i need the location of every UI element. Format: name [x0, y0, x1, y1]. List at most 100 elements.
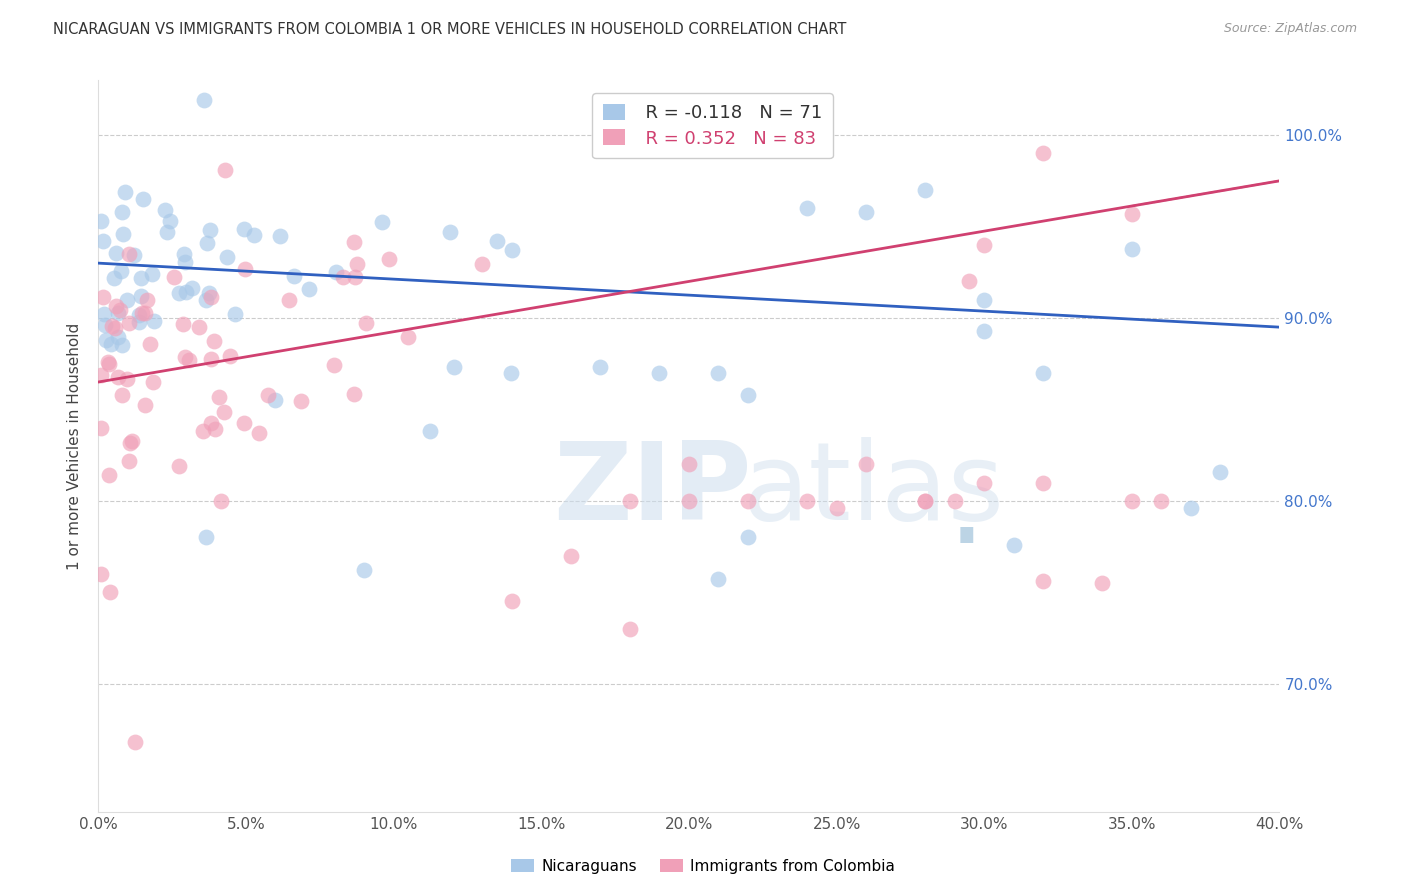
Point [90, 368, 112, 382]
Point [560, 549, 582, 563]
Point [202, 334, 225, 348]
Point [173, 350, 195, 364]
Point [174, 255, 197, 269]
Point [212, 405, 235, 419]
Point [167, 285, 190, 300]
Point [118, 316, 141, 330]
Point [204, 422, 226, 436]
Point [107, 370, 129, 384]
Point [1150, 493, 1173, 508]
Point [232, 222, 254, 236]
Y-axis label: 1 or more Vehicles in Household: 1 or more Vehicles in Household [67, 322, 83, 570]
Legend: Nicaraguans, Immigrants from Colombia: Nicaraguans, Immigrants from Colombia [505, 853, 901, 880]
Point [200, 351, 222, 366]
Point [121, 434, 143, 448]
Point [485, 235, 508, 249]
Point [100, 585, 122, 599]
Point [263, 393, 285, 408]
Point [737, 530, 759, 544]
Point [1180, 501, 1202, 516]
Point [356, 317, 378, 331]
Point [278, 293, 301, 307]
Point [118, 247, 141, 261]
Point [232, 417, 254, 431]
Point [128, 315, 150, 329]
Point [973, 293, 995, 307]
Point [134, 306, 156, 320]
Point [173, 247, 195, 261]
Point [215, 251, 238, 265]
Point [589, 360, 612, 375]
Point [322, 358, 344, 372]
Point [208, 390, 231, 404]
Point [90, 214, 112, 228]
Point [419, 425, 441, 439]
Point [200, 416, 222, 430]
Point [118, 454, 141, 468]
Point [353, 563, 375, 577]
Point [142, 375, 165, 389]
Point [187, 320, 209, 334]
Point [198, 223, 221, 237]
Point [115, 372, 138, 386]
Point [200, 290, 222, 304]
Point [855, 458, 877, 472]
Point [129, 271, 152, 285]
Point [110, 387, 132, 401]
Text: atlas: atlas [742, 437, 1004, 543]
Point [107, 306, 129, 320]
Point [678, 493, 700, 508]
Point [139, 336, 162, 351]
Point [94, 318, 117, 332]
Point [342, 235, 364, 249]
Point [344, 269, 367, 284]
Point [198, 286, 221, 301]
Point [156, 225, 179, 239]
Point [1032, 146, 1054, 161]
Point [193, 93, 215, 107]
Point [141, 267, 163, 281]
Point [914, 493, 936, 508]
Point [377, 252, 399, 266]
Point [707, 366, 730, 380]
Point [943, 493, 966, 508]
Point [172, 317, 194, 331]
Point [283, 269, 305, 284]
Point [191, 425, 214, 439]
Point [93, 307, 115, 321]
Point [371, 215, 394, 229]
Point [233, 261, 256, 276]
Point [298, 281, 321, 295]
Point [914, 493, 936, 508]
Point [443, 359, 465, 374]
Point [678, 458, 700, 472]
Point [1032, 366, 1054, 380]
Point [914, 183, 936, 197]
Point [648, 366, 671, 380]
Point [219, 349, 242, 363]
Point [128, 308, 150, 322]
Point [501, 243, 523, 257]
Point [142, 314, 165, 328]
Point [707, 573, 730, 587]
Point [195, 293, 218, 307]
Point [209, 493, 232, 508]
Point [111, 204, 134, 219]
Point [91, 290, 114, 304]
Point [471, 257, 494, 271]
Point [105, 245, 128, 260]
Point [180, 280, 202, 294]
Point [97, 355, 120, 369]
Point [195, 235, 218, 250]
Point [737, 493, 759, 508]
Point [325, 265, 347, 279]
Text: ZIP: ZIP [553, 437, 752, 543]
Point [396, 330, 419, 344]
Point [159, 213, 181, 227]
Point [100, 337, 122, 351]
Text: Source: ZipAtlas.com: Source: ZipAtlas.com [1223, 22, 1357, 36]
Point [973, 475, 995, 490]
Point [124, 735, 146, 749]
Point [111, 338, 134, 352]
Point [257, 387, 280, 401]
